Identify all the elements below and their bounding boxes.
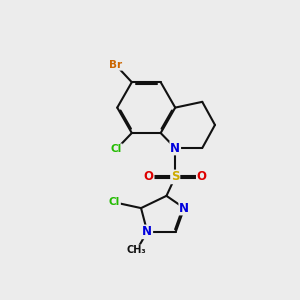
Text: N: N [170, 142, 180, 154]
Text: Cl: Cl [109, 197, 120, 207]
Text: S: S [171, 170, 179, 183]
Text: N: N [179, 202, 189, 214]
Text: N: N [142, 225, 152, 239]
Text: Cl: Cl [111, 144, 122, 154]
Text: O: O [144, 170, 154, 183]
Text: CH₃: CH₃ [127, 245, 146, 255]
Text: O: O [197, 170, 207, 183]
Text: Br: Br [109, 60, 122, 70]
